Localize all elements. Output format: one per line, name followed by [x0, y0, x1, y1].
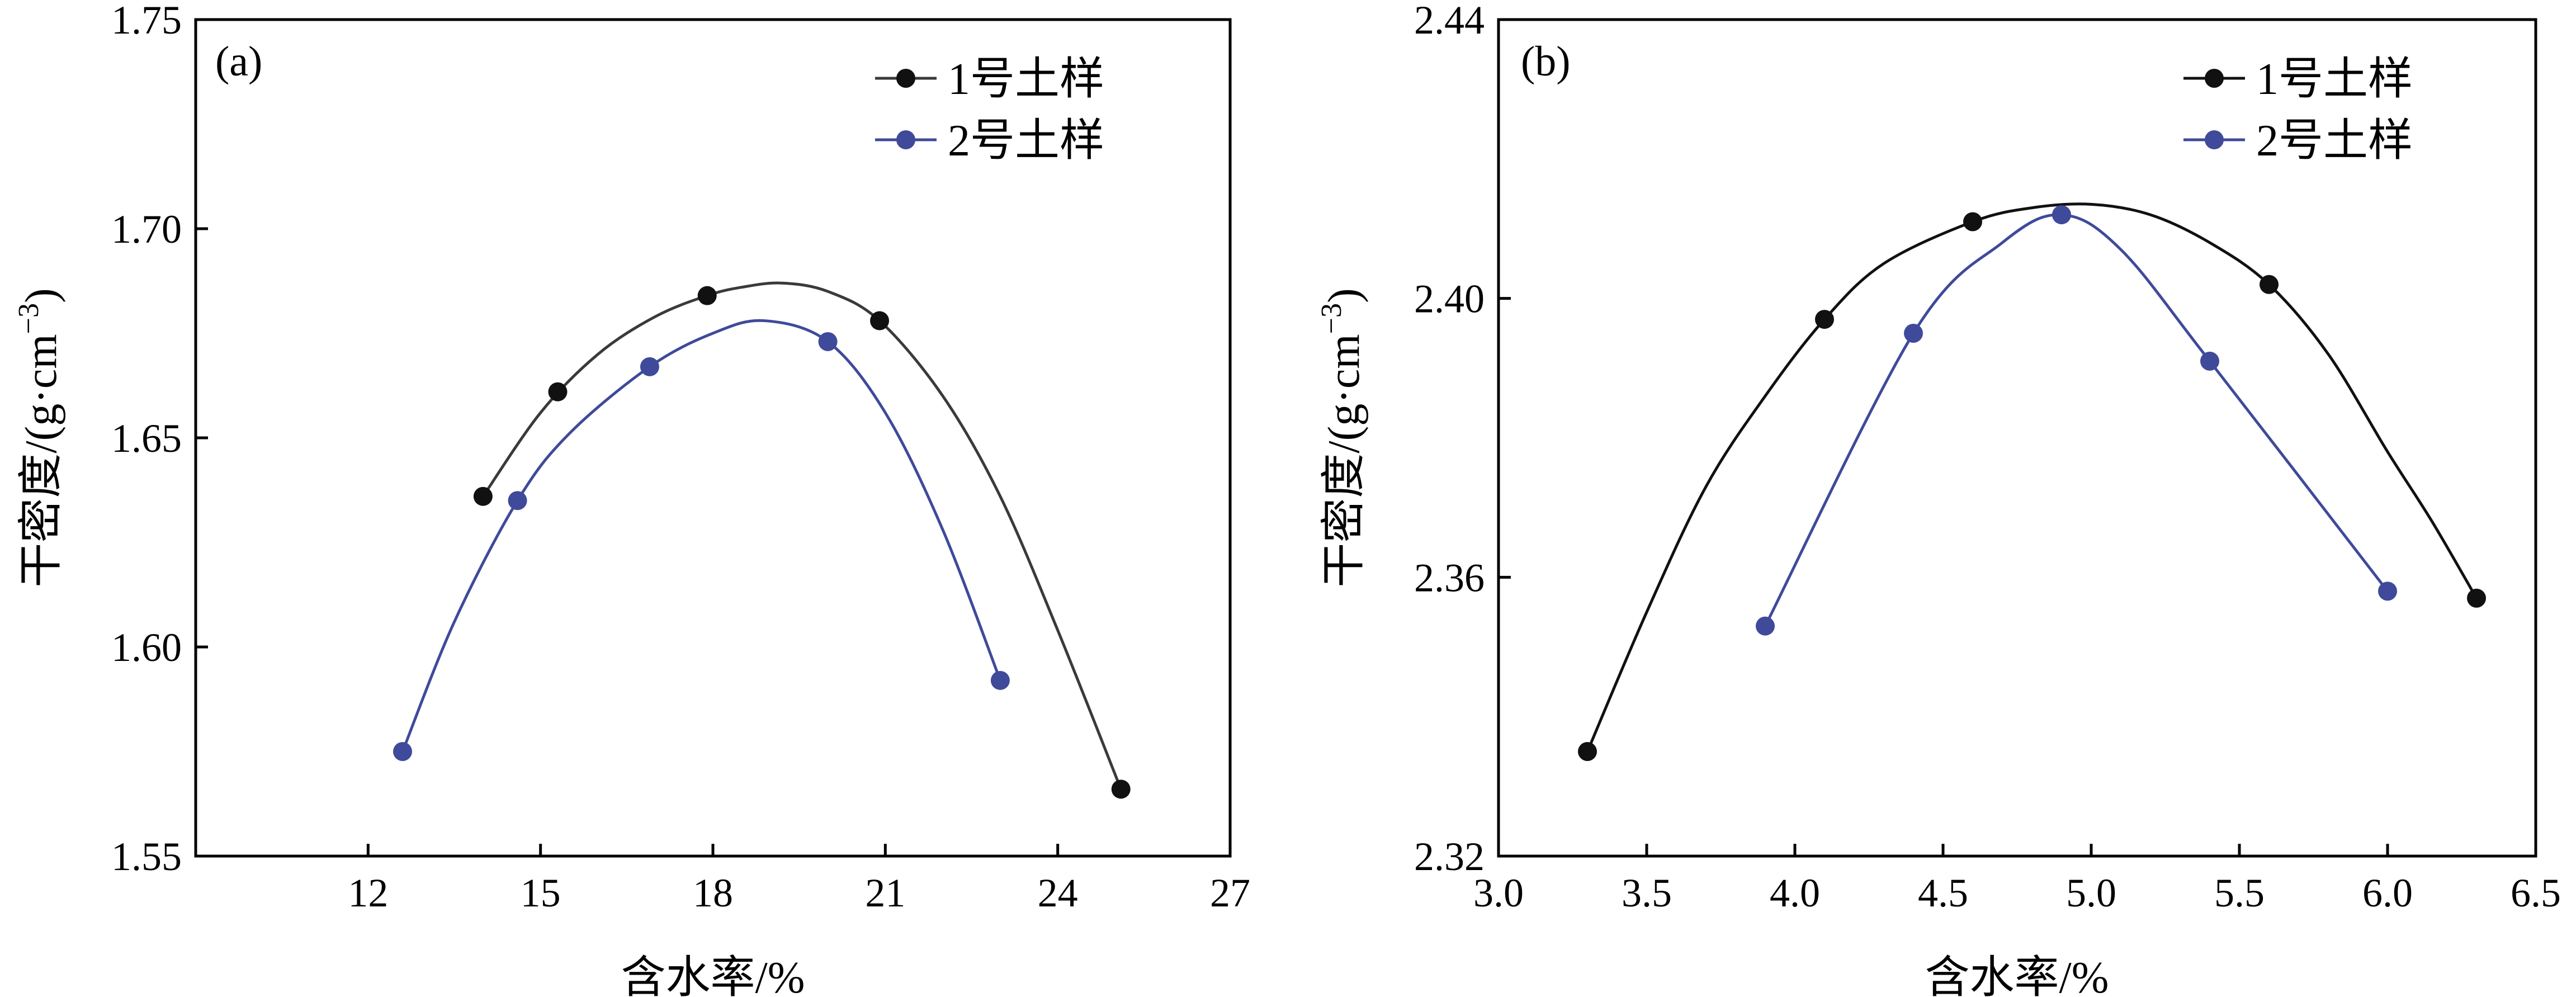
panel-b-legend-label-2: 2号土样 — [2256, 116, 2413, 166]
panel-a-y-tick-label: 1.70 — [111, 207, 182, 252]
panel-b-x-axis-label: 含水率/% — [1925, 953, 2109, 997]
panel-b-series-2-line — [1764, 213, 2389, 627]
panel-b-y-tick-label: 2.32 — [1414, 834, 1485, 879]
panel-b-series-2-point — [2052, 205, 2071, 225]
panel-b-y-axis-label-main: 干密度/(g·cm — [1320, 334, 1369, 587]
panel-b-series-1-point — [1815, 310, 1834, 329]
panel-a-curves — [401, 281, 1123, 790]
panel-b-series-2-point — [1756, 616, 1775, 636]
panel-b-y-tick-label: 2.40 — [1414, 277, 1485, 322]
panel-a-y-tick-label: 1.75 — [111, 0, 182, 42]
panel-a-series-2-point — [508, 491, 527, 511]
panel-a-markers — [393, 286, 1131, 799]
panel-a-y-axis-label-sup: −3 — [13, 303, 45, 334]
panel-a-y-tick-label: 1.55 — [111, 834, 182, 879]
panel-a-x-tick-label: 21 — [865, 871, 905, 915]
panel-b-x-tick-label: 5.0 — [2066, 871, 2116, 915]
panel-a-series-2-point — [640, 357, 659, 376]
panel-a-x-tick-label: 12 — [348, 871, 388, 915]
panel-a-y-tick-label: 1.65 — [111, 416, 182, 461]
panel-a: (a) 12 15 18 21 24 27 1.55 1.60 1.65 1.70 1.75 1号土… — [13, 0, 1250, 997]
panel-a-legend-marker-1 — [896, 69, 915, 88]
panel-b-series-1-point — [2260, 275, 2279, 294]
panel-a-legend-marker-2 — [896, 130, 915, 149]
panel-a-legend-label-1: 1号土样 — [948, 55, 1104, 104]
panel-a-series-1-point — [548, 382, 568, 401]
panel-b-series-1-line — [1586, 202, 2478, 752]
panel-a-series-1-point — [697, 286, 717, 305]
panel-b-x-tick-label: 6.5 — [2511, 871, 2561, 915]
panel-b-ticks: 3.0 3.5 4.0 4.5 5.0 5.5 6.0 6.5 2.32 2.36 2.40 2.44 — [1414, 0, 2561, 915]
panel-b-legend-marker-1 — [2205, 69, 2224, 88]
panel-a-ticks: 12 15 18 21 24 27 1.55 1.60 1.65 1.70 1.75 — [111, 0, 1250, 915]
panel-a-series-2-point — [990, 670, 1010, 690]
panel-a-x-tick-label: 27 — [1210, 871, 1250, 915]
panel-b-series-1-point — [1963, 212, 1982, 231]
panel-b-y-axis-label-close: ) — [1320, 288, 1369, 303]
panel-a-series-1-point — [473, 486, 493, 506]
panel-b-y-tick-label: 2.36 — [1414, 555, 1485, 600]
panel-b-legend-marker-2 — [2205, 130, 2224, 149]
panel-a-legend-label-2: 2号土样 — [948, 116, 1104, 166]
panel-b-legend-label-1: 1号土样 — [2256, 55, 2413, 104]
panel-b-label: (b) — [1521, 38, 1571, 85]
panel-b-x-tick-label: 6.0 — [2362, 871, 2413, 915]
panel-a-y-axis-label: 干密度/(g·cm−3) — [13, 288, 66, 587]
panel-a-legend: 1号土样 2号土样 — [875, 55, 1104, 166]
panel-a-x-tick-label: 24 — [1038, 871, 1078, 915]
panel-a-series-1-point — [870, 311, 890, 330]
panel-a-x-axis-label: 含水率/% — [621, 953, 805, 997]
panel-b-x-tick-label: 4.0 — [1770, 871, 1820, 915]
panel-b-series-2-point — [2378, 582, 2397, 601]
panel-b-y-axis-label-sup: −3 — [1316, 303, 1348, 334]
panel-b-x-tick-label: 3.5 — [1622, 871, 1672, 915]
panel-b-y-tick-label: 2.44 — [1414, 0, 1485, 42]
panel-b-series-2-point — [2200, 351, 2219, 371]
panel-b-x-tick-label: 3.0 — [1473, 871, 1524, 915]
panel-b-y-axis-label: 干密度/(g·cm−3) — [1316, 288, 1369, 587]
panel-b-x-tick-label: 5.5 — [2214, 871, 2265, 915]
panel-a-series-2-point — [393, 742, 412, 761]
panel-b-frame — [1497, 18, 2537, 858]
panel-a-y-axis-label-close: ) — [17, 288, 66, 303]
panel-a-label: (a) — [215, 38, 262, 85]
panel-a-y-tick-label: 1.60 — [111, 625, 182, 670]
panel-a-series-2-line — [401, 319, 1002, 752]
panel-b-series-1-point — [1578, 742, 1597, 761]
panel-a-x-tick-label: 15 — [521, 871, 561, 915]
panel-a-series-1-point — [1111, 779, 1131, 799]
panel-b-curves — [1586, 202, 2478, 752]
panel-b-x-tick-label: 4.5 — [1918, 871, 1968, 915]
panel-a-series-1-line — [481, 281, 1123, 790]
panel-b: (b) 3.0 3.5 4.0 4.5 5.0 5.5 6.0 6.5 2.32 2.36 2.40… — [1316, 0, 2561, 997]
panel-b-series-2-point — [1904, 324, 1923, 343]
panel-b-markers — [1578, 205, 2486, 761]
panel-a-y-axis-label-main: 干密度/(g·cm — [17, 334, 66, 587]
panel-b-legend: 1号土样 2号土样 — [2183, 55, 2413, 166]
panel-b-series-1-point — [2467, 588, 2486, 608]
panel-a-series-2-point — [818, 332, 838, 351]
panel-a-x-tick-label: 18 — [693, 871, 733, 915]
